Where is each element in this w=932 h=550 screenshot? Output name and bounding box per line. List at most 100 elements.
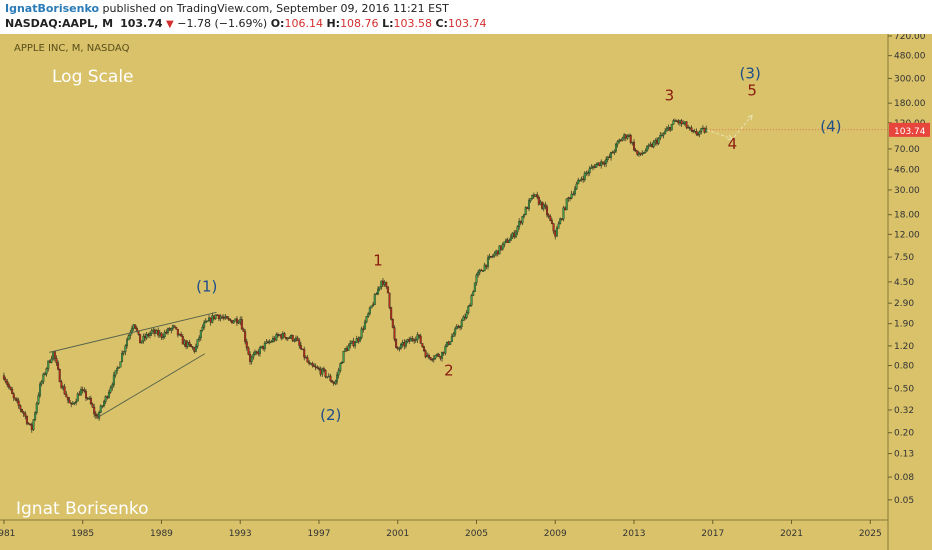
candle-body [700, 128, 703, 132]
candle-body [186, 341, 189, 347]
candle-body [173, 325, 176, 328]
candle-body [483, 264, 486, 271]
candle-body [685, 121, 688, 128]
y-tick-label: 1.90 [894, 320, 914, 330]
publish-line: IgnatBorisenko published on TradingView.… [5, 2, 449, 16]
candle-body [107, 392, 110, 398]
candle-body [134, 324, 137, 329]
candle-body [418, 334, 421, 337]
candle-body [60, 381, 63, 389]
candle-body [516, 226, 519, 233]
candle-body [332, 382, 335, 384]
candle-body [557, 223, 560, 229]
candle-body [185, 340, 188, 347]
high-label: H: [326, 17, 341, 30]
candle-body [244, 331, 247, 342]
candle-body [564, 207, 567, 210]
candle-body [201, 327, 204, 331]
candle-body [272, 338, 275, 342]
candle-body [672, 120, 675, 125]
candle-body [229, 319, 232, 321]
candle-body [314, 366, 317, 368]
candle-body [11, 388, 14, 395]
candle-body [631, 141, 634, 144]
chart-title: APPLE INC, M, NASDAQ [14, 43, 130, 54]
candle-body [363, 321, 366, 330]
candle-body [245, 341, 248, 349]
candle-body [211, 315, 214, 323]
candle-body [55, 358, 58, 364]
y-tick-label: 46.00 [894, 165, 920, 175]
candle-body [9, 386, 12, 390]
candle-body [445, 341, 448, 347]
candle-body [690, 127, 693, 131]
candle-body [485, 264, 488, 267]
x-tick-label: 2005 [465, 529, 488, 539]
candle-body [634, 149, 637, 152]
candle-body [89, 397, 92, 405]
candle-body [121, 353, 124, 362]
candle-body [611, 152, 614, 154]
symbol-label[interactable]: NASDAQ:AAPL, M [5, 17, 114, 30]
candle-body [32, 419, 35, 430]
candle-body [17, 400, 20, 406]
author-link[interactable]: IgnatBorisenko [5, 2, 100, 15]
candle-body [278, 334, 281, 336]
candle-body [247, 347, 250, 355]
candle-body [646, 145, 649, 152]
candle-body [633, 141, 636, 151]
candle-body [680, 120, 683, 124]
candle-body [705, 128, 708, 133]
candle-body [678, 120, 681, 124]
wave-label-blue-4: (4) [820, 118, 841, 136]
chart-header: IgnatBorisenko published on TradingView.… [0, 0, 932, 34]
candle-body [309, 363, 312, 365]
candle-body [370, 305, 373, 309]
price-chart[interactable]: 720.00480.00300.00180.00120.0070.0046.00… [0, 34, 932, 550]
candle-body [550, 220, 553, 224]
candle-body [52, 351, 55, 360]
candle-body [88, 397, 91, 400]
candle-body [317, 367, 320, 370]
candle-body [232, 320, 235, 324]
candle-body [140, 340, 143, 344]
candle-body [347, 345, 350, 351]
candle-body [153, 329, 156, 334]
candle-body [629, 134, 632, 143]
candle-body [416, 334, 419, 340]
ohlc-line: NASDAQ:AAPL, M 103.74 ▼ −1.78 (−1.69%) O… [5, 17, 486, 32]
candle-body [80, 389, 83, 396]
candle-body [436, 353, 439, 356]
candle-body [308, 361, 311, 364]
candle-body [377, 288, 380, 295]
candle-body [616, 141, 619, 145]
candle-body [109, 387, 112, 393]
candle-body [112, 374, 115, 386]
candle-body [260, 345, 263, 348]
candle-body [400, 343, 403, 349]
candle-body [595, 164, 598, 168]
wave-label-red-2: 2 [444, 362, 454, 380]
candle-body [357, 338, 360, 342]
candle-body [698, 131, 701, 135]
candle-body [127, 335, 130, 341]
candle-body [303, 349, 306, 358]
candle-body [148, 333, 151, 337]
candle-body [57, 362, 60, 370]
open-value: 106.14 [284, 17, 323, 30]
candle-body [321, 368, 324, 375]
candle-body [304, 356, 307, 359]
candle-body [624, 134, 627, 139]
candle-body [221, 316, 224, 319]
low-label: L: [382, 17, 394, 30]
candle-body [2, 375, 5, 380]
candle-body [478, 269, 481, 273]
candle-body [125, 339, 128, 347]
candle-body [373, 294, 376, 305]
candle-body [501, 244, 504, 250]
candle-body [649, 144, 652, 146]
candle-body [460, 320, 463, 327]
candle-body [288, 337, 291, 339]
candle-body [541, 201, 544, 209]
candle-body [145, 333, 148, 339]
